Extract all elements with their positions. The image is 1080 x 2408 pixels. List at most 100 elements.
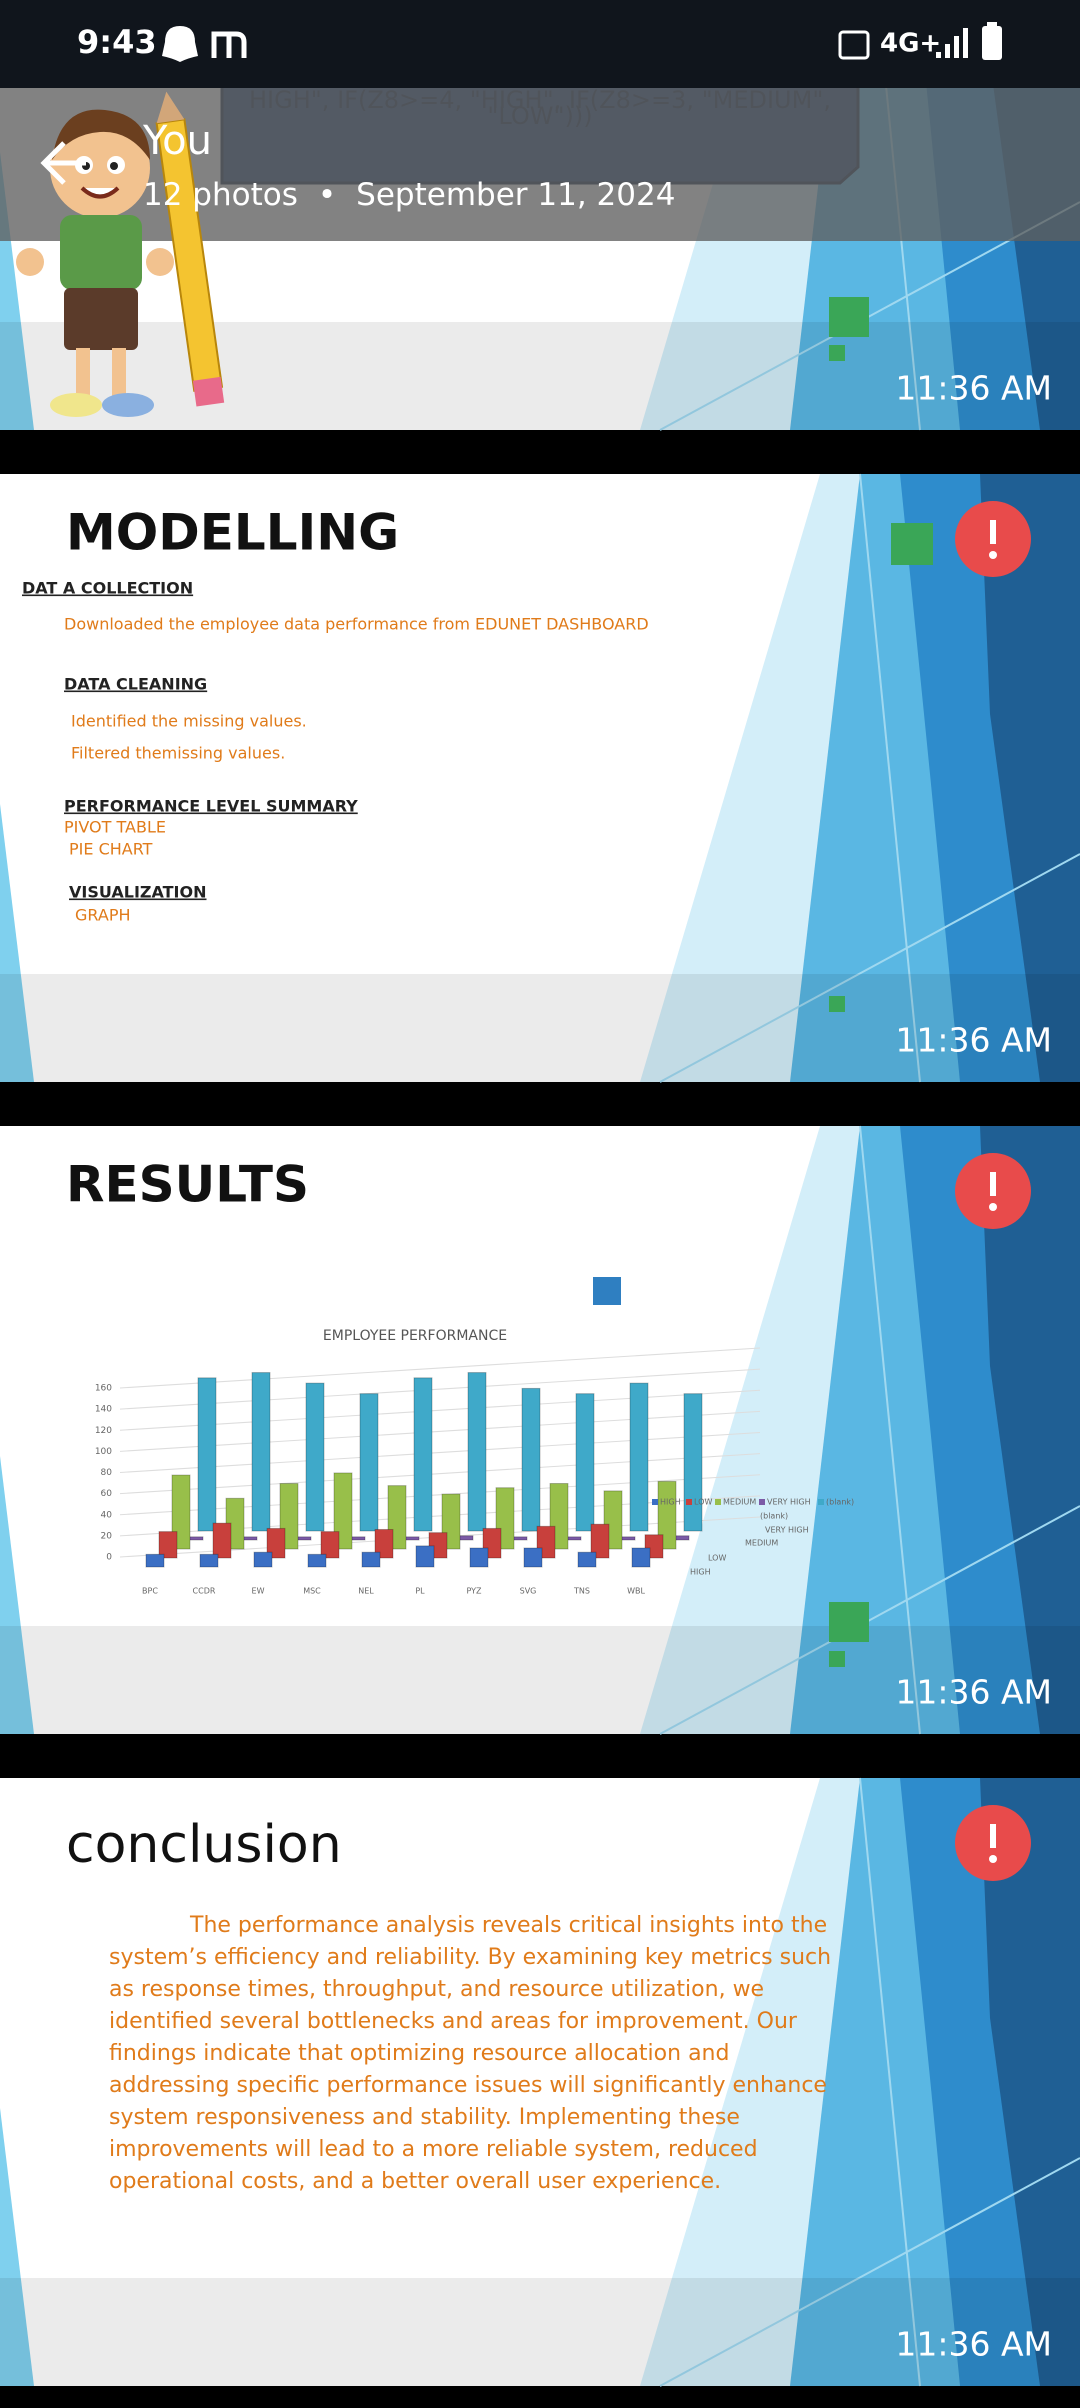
slide-decoration — [659, 853, 1080, 1083]
cartoon — [16, 91, 225, 417]
legend-swatch — [652, 1499, 658, 1505]
error-mark — [989, 1203, 997, 1211]
x-tick-label: BPC — [142, 1587, 158, 1596]
separator: • — [318, 177, 336, 213]
legend-swatch — [759, 1499, 765, 1505]
section-item: GRAPH — [75, 906, 131, 925]
slide-title: MODELLING — [66, 504, 399, 562]
slide-decoration — [980, 474, 1080, 1082]
grid-line — [119, 1453, 761, 1495]
bar — [158, 1531, 178, 1559]
depth-label: VERY HIGH — [765, 1526, 809, 1535]
paragraph-line: improvements will lead to a more reliabl… — [109, 2137, 758, 2162]
paragraph-line: findings indicate that optimizing resour… — [109, 2041, 729, 2066]
slide-decoration — [980, 1126, 1080, 1734]
legend-label: MEDIUM — [723, 1498, 756, 1507]
timestamp: 11:36 AM — [895, 2325, 1052, 2364]
paragraph-line: identified several bottlenecks and areas… — [109, 2009, 798, 2034]
bar — [199, 1553, 219, 1568]
bar — [305, 1382, 325, 1532]
section-item: PIE CHART — [69, 840, 153, 859]
grid-line — [119, 1432, 761, 1473]
legend-label: (blank) — [826, 1498, 854, 1507]
legend-swatch — [818, 1499, 824, 1505]
section-item: Downloaded the employee data performance… — [64, 615, 649, 634]
section-item: PIVOT TABLE — [64, 818, 166, 837]
grid-line — [119, 1347, 761, 1389]
bar — [523, 1547, 543, 1568]
section-heading: DATA CLEANING — [64, 675, 207, 694]
chart-title: EMPLOYEE PERFORMANCE — [323, 1328, 507, 1344]
legend-label: LOW — [694, 1498, 712, 1507]
album-date: September 11, 2024 — [356, 177, 675, 213]
y-tick-label: 140 — [95, 1405, 112, 1415]
slide-decoration — [859, 1125, 921, 1735]
bar — [361, 1551, 381, 1568]
legend-label: VERY HIGH — [767, 1498, 811, 1507]
network-type: 4G+ — [880, 29, 941, 59]
photo-count: 12 photos — [143, 177, 298, 213]
error-mark — [989, 1855, 997, 1863]
error-mark — [989, 551, 997, 559]
depth-label: HIGH — [690, 1568, 711, 1577]
bar — [415, 1545, 435, 1568]
x-tick-label: EW — [252, 1587, 265, 1596]
x-tick-label: WBL — [627, 1587, 645, 1596]
y-tick-label: 80 — [101, 1468, 113, 1478]
section-heading: VISUALIZATION — [69, 883, 207, 902]
depth-label: LOW — [708, 1554, 726, 1563]
bar — [320, 1531, 340, 1559]
slide-bottom-shade — [0, 2278, 1080, 2386]
bar — [197, 1377, 217, 1532]
depth-label: (blank) — [760, 1512, 788, 1521]
slide-decoration — [659, 1505, 1080, 1735]
green-square — [829, 1651, 845, 1667]
green-square — [829, 345, 845, 361]
bar — [629, 1382, 649, 1532]
bar — [253, 1551, 273, 1568]
photo[interactable]: 11:36 AM conclusion The performance analys… — [0, 1777, 1080, 2387]
blue-square — [593, 1277, 621, 1305]
y-tick-label: 20 — [101, 1531, 113, 1541]
slide-decoration — [859, 473, 921, 1083]
x-tick-label: TNS — [573, 1587, 590, 1596]
bar — [469, 1547, 489, 1568]
photo[interactable]: 11:36 AM RESULTS EMPLOYEE PERFORMANCE 0 20 40… — [0, 1125, 1080, 1735]
slide-decoration — [0, 2108, 34, 2386]
x-tick-label: MSC — [303, 1587, 321, 1596]
app-icon — [211, 31, 247, 58]
section-item: Filtered themissing values. — [71, 744, 285, 763]
grid-line — [119, 1389, 761, 1431]
paragraph-line: system’s efficiency and reliability. By … — [109, 1945, 831, 1970]
grid-line — [119, 1410, 761, 1452]
battery-icon — [982, 26, 1002, 60]
x-tick-label: PL — [415, 1587, 425, 1596]
error-mark — [990, 520, 996, 544]
photo[interactable]: 11:36 AM MODELLING DAT A COLLECTION Downloa… — [0, 473, 1080, 1083]
bar — [577, 1551, 597, 1568]
snapchat-icon — [162, 26, 198, 62]
depth-label: MEDIUM — [745, 1539, 778, 1548]
legend-label: HIGH — [660, 1498, 681, 1507]
bar — [307, 1553, 327, 1568]
section-heading: PERFORMANCE LEVEL SUMMARY — [64, 797, 358, 816]
bar — [171, 1474, 191, 1550]
y-tick-label: 100 — [95, 1447, 112, 1457]
header-subtitle: 12 photos • September 11, 2024 — [143, 177, 675, 213]
timestamp: 11:36 AM — [895, 369, 1052, 408]
back-button[interactable] — [40, 141, 86, 185]
bar — [212, 1522, 232, 1559]
bar — [333, 1472, 353, 1550]
slide-bottom-shade — [0, 1626, 1080, 1734]
volte-icon — [838, 30, 870, 60]
slide-decoration — [659, 2157, 1080, 2387]
section-item: Identified the missing values. — [71, 712, 307, 731]
bar — [521, 1387, 541, 1532]
bar — [145, 1553, 165, 1568]
x-tick-label: SVG — [520, 1587, 537, 1596]
grid-line — [119, 1368, 761, 1410]
timestamp: 11:36 AM — [895, 1021, 1052, 1060]
slide-title: conclusion — [66, 1815, 342, 1875]
slide-decoration — [0, 1456, 34, 1734]
